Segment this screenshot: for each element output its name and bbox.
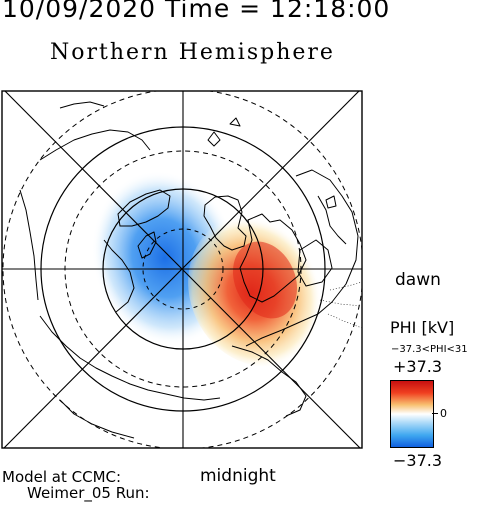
- positive-potential-core: [232, 241, 298, 319]
- coastline-russia-north: [103, 239, 135, 313]
- coastline-hudson-bay: [297, 239, 333, 287]
- run-label: Weimer_05 Run:: [27, 484, 150, 502]
- hemisphere-title: Northern Hemisphere: [50, 40, 335, 65]
- coastline-canada-arctic: [239, 213, 307, 303]
- coastline-north-africa: [59, 101, 105, 109]
- map-frame: [1, 90, 363, 449]
- midnight-label: midnight: [200, 466, 276, 486]
- coastline-siberia: [39, 315, 221, 401]
- political-border: [329, 281, 362, 291]
- coastline-greenland: [203, 195, 247, 251]
- colorbar-zero-tick: [432, 413, 438, 414]
- colorbar-title: PHI [kV]: [390, 318, 455, 337]
- coastline-canada-east: [317, 195, 347, 245]
- date-time-header: 10/09/2020 Time = 12:18:00: [2, 0, 391, 23]
- dawn-label: dawn: [395, 270, 441, 290]
- colorbar-max-label: +37.3: [393, 357, 443, 376]
- colorbar-min-label: −37.3: [393, 451, 443, 470]
- colorbar: [390, 380, 434, 448]
- coastline-islands: [207, 117, 337, 209]
- model-label: Model at CCMC:: [2, 468, 122, 486]
- colorbar-range-label: −37.3<PHI<31: [391, 344, 468, 355]
- meridian: [3, 91, 360, 448]
- colorbar-zero-label: 0: [440, 407, 447, 420]
- coastline-alaska: [231, 345, 307, 417]
- coastline-europe: [39, 129, 151, 161]
- coastline-scandinavia: [117, 189, 171, 227]
- political-border: [319, 299, 362, 307]
- coastline-novaya-zemlya: [137, 231, 157, 259]
- coastline-pacific: [59, 399, 135, 439]
- coastline-asia-east: [19, 189, 39, 301]
- political-border: [327, 313, 362, 329]
- coastline-north-america: [245, 169, 359, 347]
